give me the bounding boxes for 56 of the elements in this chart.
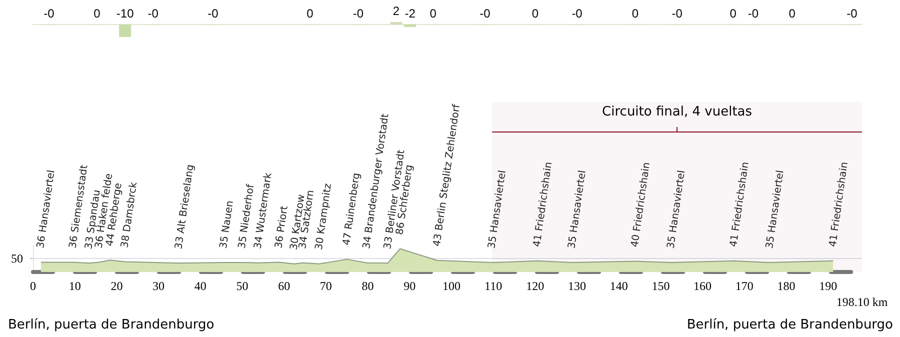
x-tick-label: 110 (484, 279, 502, 293)
data-label: 47 Ruinenberg (341, 172, 362, 246)
data-label: 34 Wustermark (252, 172, 274, 250)
data-label: -0 (748, 6, 759, 20)
text: Berlín, puerta de Brandenburgo (8, 318, 214, 332)
data-label: 41 Friedrichshain (532, 161, 555, 248)
x-tick-label: 0 (30, 279, 36, 293)
data-label: 2 (392, 4, 400, 18)
data-label: 36 Hansaviertel (36, 169, 58, 250)
x-tick-label: 70 (320, 279, 332, 293)
data-label: 36 Priort (274, 205, 290, 250)
data-label: 43 Berlin Steglitz Zehlendorf (432, 103, 463, 248)
data-label: 35 Hansaviertel (566, 170, 588, 250)
x-tick-label: 160 (694, 279, 712, 293)
data-label: -2 (404, 6, 416, 20)
x-tick-label: 10 (68, 279, 81, 293)
x-tick-label: 190 (819, 279, 838, 293)
data-label: 0 (532, 6, 539, 20)
x-tick-label: 100 (442, 279, 460, 293)
text: 198.10 km (836, 295, 888, 309)
x-tick-label: 150 (652, 279, 670, 293)
data-label: -0 (480, 6, 491, 20)
data-label: 0 (632, 6, 639, 20)
data-label: 0 (94, 6, 101, 20)
band-label: Circuito final, 4 vueltas (602, 104, 752, 120)
data-label: 0 (430, 6, 437, 20)
data-label: 35 Nauen (218, 200, 236, 250)
x-tick-label: 20 (110, 279, 123, 293)
data-label: 0 (306, 6, 314, 20)
data-label: 0 (788, 6, 796, 20)
data-label: -0 (352, 6, 364, 20)
data-label: -0 (208, 6, 219, 20)
x-tick-label: 30 (152, 279, 165, 293)
data-label: -0 (148, 6, 159, 20)
data-label: -0 (672, 6, 683, 20)
x-tick-label: 170 (735, 279, 754, 293)
x-tick-label: 140 (610, 279, 628, 293)
text: Berlín, puerta de Brandenburgo (686, 318, 894, 332)
x-tick-label: 40 (194, 279, 206, 293)
data-label: -0 (572, 6, 583, 20)
x-tick-label: 90 (404, 279, 416, 293)
x-tick-label: 60 (278, 279, 290, 293)
data-label: 35 Hansaviertel (666, 170, 688, 250)
data-label: -10 (116, 6, 134, 20)
data-label: 35 Hansaviertel (764, 170, 786, 250)
data-label: 33 Alt Brieselang (174, 164, 196, 250)
x-tick-label: 50 (236, 279, 248, 293)
x-tick-label: 130 (568, 279, 586, 293)
x-tick-label: 120 (526, 279, 544, 293)
x-tick-label: 80 (362, 279, 374, 293)
data-label: -0 (44, 6, 55, 20)
data-label: 30 Krampnitz (314, 182, 334, 251)
data-label: 35 Hansaviertel (486, 170, 508, 250)
x-tick-label: 180 (777, 279, 796, 293)
data-label: 0 (730, 6, 737, 20)
data-label: -0 (846, 6, 858, 20)
